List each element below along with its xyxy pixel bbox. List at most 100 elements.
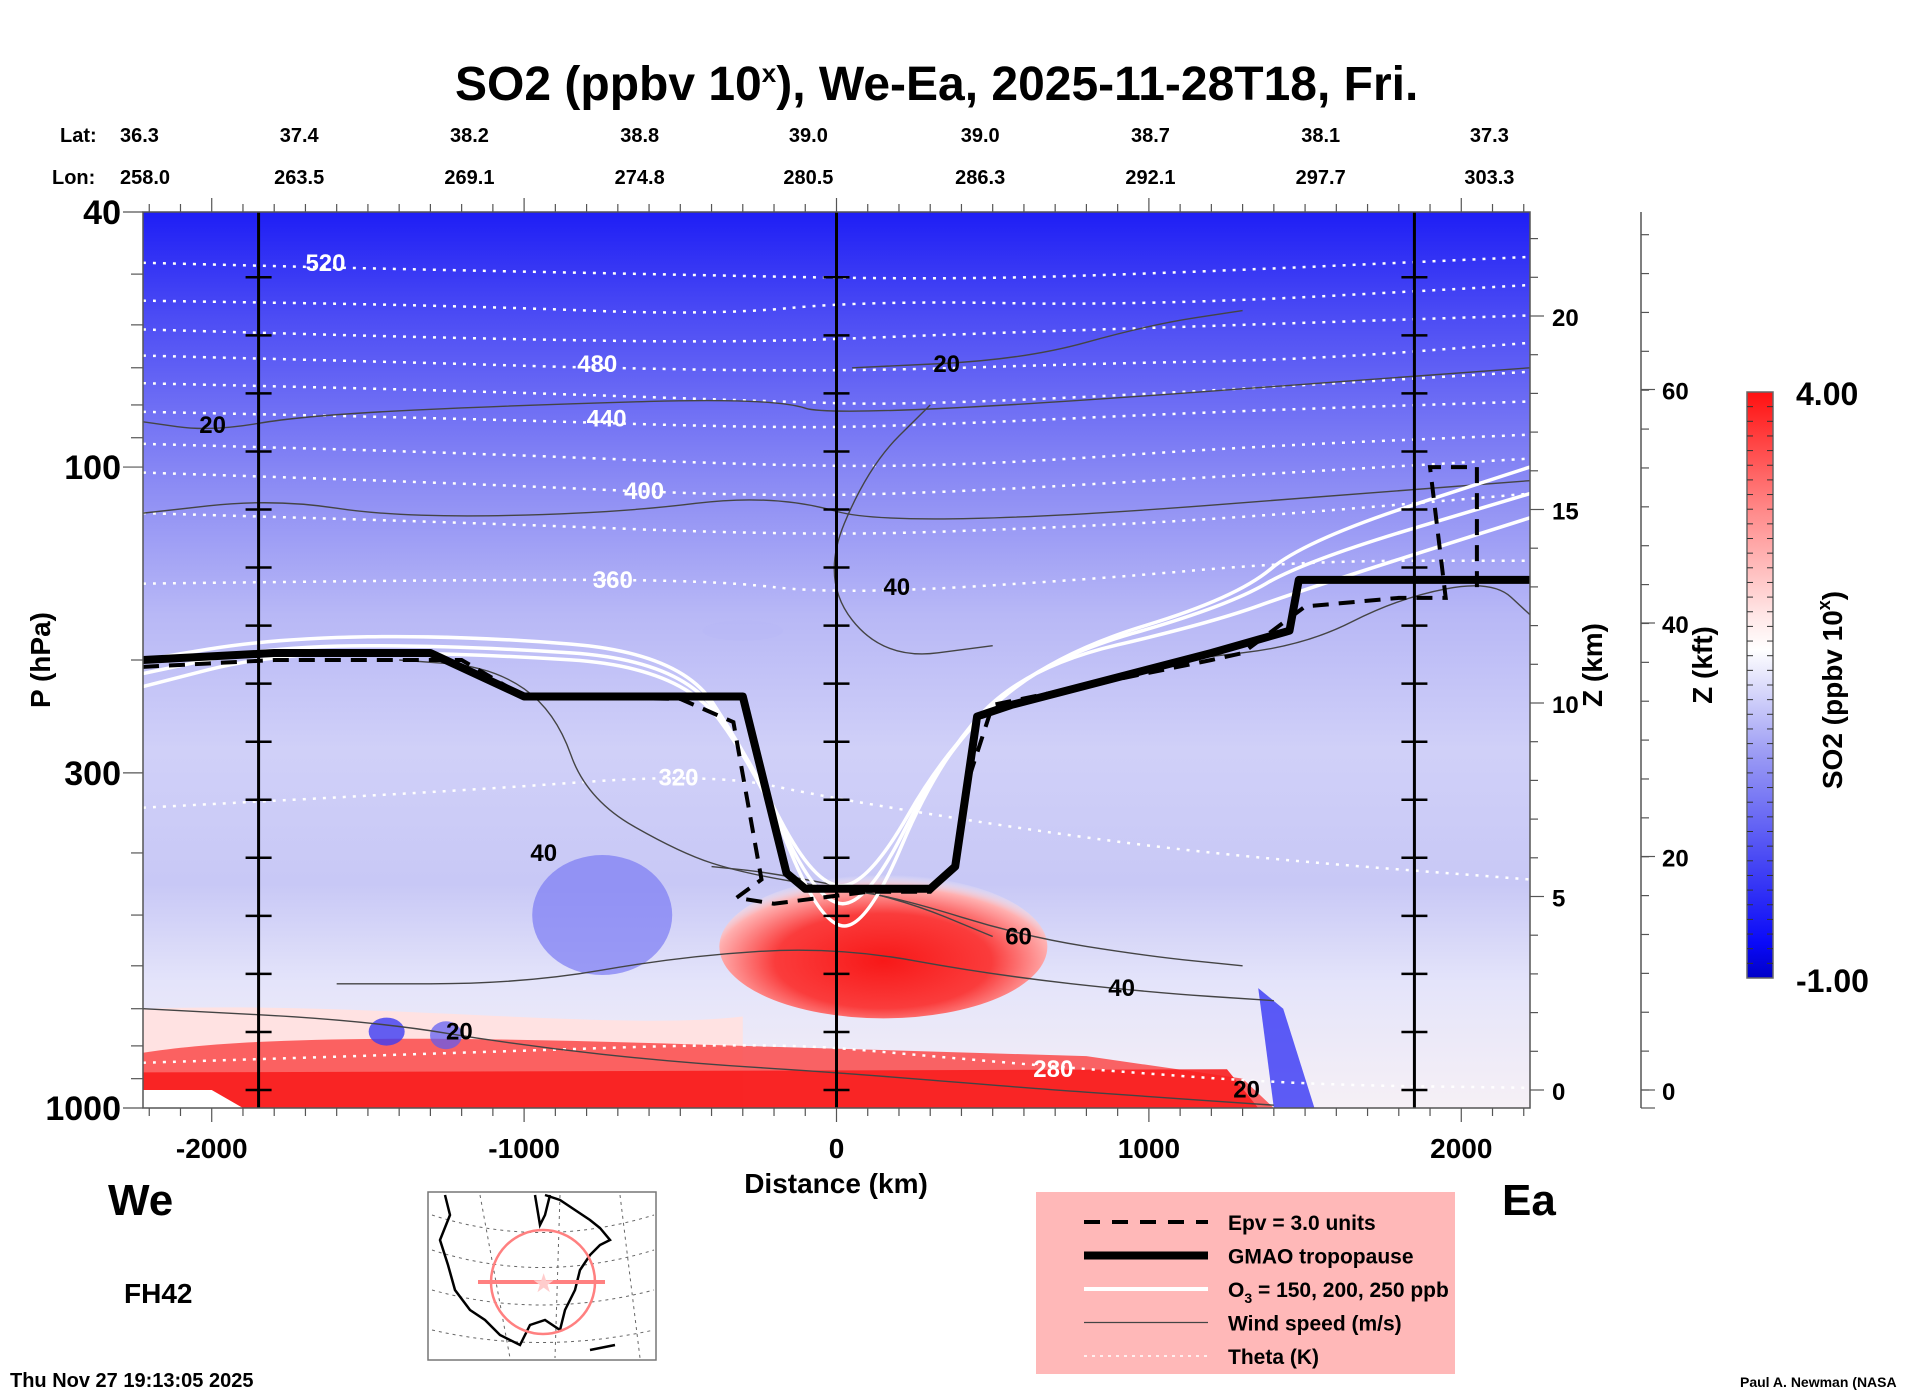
colorbar-label: SO2 (ppbv 10x) (1814, 591, 1848, 789)
theta-contour (143, 492, 1530, 535)
z-km-tick-label: 15 (1552, 499, 1579, 526)
y3-axis-label: Z (kft) (1687, 626, 1718, 704)
timestamp: Thu Nov 27 19:13:05 2025 (10, 1370, 253, 1392)
z-km-tick-label: 20 (1552, 305, 1579, 332)
wind-speed-label: 40 (1108, 975, 1135, 1002)
wind-speed-contour (143, 1008, 1274, 1106)
section-center-star-icon: ★ (532, 1268, 555, 1298)
theta-contour-label: 360 (593, 567, 633, 594)
x-tick-label: -1000 (488, 1133, 560, 1164)
wind-speed-contour (143, 479, 1530, 520)
lat-value: 38.8 (620, 125, 659, 147)
theta-contour-label: 480 (577, 351, 617, 378)
colorbar-ticks (1747, 406, 1773, 964)
lon-value: 269.1 (444, 167, 494, 189)
wind-speed-label: 20 (1233, 1076, 1260, 1103)
x-axis-label: Distance (km) (744, 1168, 928, 1199)
y-tick-label: 40 (83, 194, 121, 232)
lat-value: 37.3 (1470, 125, 1509, 147)
wind-speed-label: 40 (883, 574, 910, 601)
so2-region-surface-red (143, 1069, 1259, 1108)
z-km-tick-label: 10 (1552, 692, 1579, 719)
wind-speed-label: 20 (933, 351, 960, 378)
colorbar-min-label: -1.00 (1796, 963, 1869, 999)
y-tick-label: 1000 (45, 1090, 121, 1128)
east-label: Ea (1502, 1176, 1556, 1225)
theta-contour-label: 280 (1033, 1056, 1073, 1083)
z-km-tick-label: 0 (1552, 1079, 1565, 1106)
lon-label: Lon: (52, 167, 95, 189)
legend-label: Theta (K) (1228, 1346, 1319, 1369)
so2-region-blue-spot (368, 1017, 405, 1046)
wind-speed-label: 20 (199, 412, 226, 439)
wind-speed-contour (336, 949, 1274, 1002)
lon-value: 286.3 (955, 167, 1005, 189)
y-axis-label: P (hPa) (25, 612, 56, 708)
so2-region-surface-gap (143, 1090, 243, 1108)
legend-label: Epv = 3.0 units (1228, 1212, 1376, 1235)
wind-speed-label: 60 (1005, 923, 1032, 950)
wind-speed-contour (143, 367, 1530, 430)
theta-contour (143, 400, 1530, 429)
theta-contour (143, 370, 1530, 405)
gmao-tropopause (143, 575, 1530, 893)
theta-contour (143, 255, 1530, 280)
ozone-contour (143, 465, 1530, 888)
wind-speed-label: 20 (446, 1019, 473, 1046)
theta-contour-label: 400 (624, 478, 664, 505)
lat-value: 37.4 (280, 125, 320, 147)
x-tick-label: 0 (829, 1133, 845, 1164)
lat-value: 38.7 (1131, 125, 1170, 147)
z-kft-tick-label: 0 (1662, 1079, 1675, 1106)
x-tick-label: 2000 (1430, 1133, 1492, 1164)
theta-contour-label: 440 (587, 406, 627, 433)
wind-speed-contour (399, 659, 1243, 967)
lat-label: Lat: (60, 125, 97, 147)
legend-label: GMAO tropopause (1228, 1246, 1414, 1269)
x-axis: -2000 -1000 0 1000 2000 (148, 198, 1525, 1164)
x-tick-label: -2000 (176, 1133, 248, 1164)
forecast-hour: FH42 (124, 1278, 192, 1309)
lat-value: 36.3 (120, 125, 159, 147)
z-kft-tick-label: 20 (1662, 846, 1689, 873)
y2-axis-label: Z (km) (1577, 623, 1608, 707)
lon-value: 258.0 (120, 167, 170, 189)
theta-contour-label: 520 (305, 250, 345, 277)
y-axis-pressure: 40 100 300 1000 (45, 194, 143, 1128)
x-tick-label: 1000 (1118, 1133, 1180, 1164)
y-tick-label: 100 (64, 449, 121, 487)
so2-region-shade (702, 620, 783, 641)
west-label: We (108, 1176, 173, 1225)
theta-contour (143, 559, 1530, 593)
inset-map: ★ (427, 1191, 657, 1361)
wind-speed-contour (852, 309, 1243, 369)
chart-title: SO2 (ppbv 10x), We-Ea, 2025-11-28T18, Fr… (455, 58, 1418, 111)
y-tick-label: 300 (64, 755, 121, 793)
lon-value: 303.3 (1464, 167, 1514, 189)
lon-value: 274.8 (615, 167, 665, 189)
credit: Paul A. Newman (NASA (1740, 1374, 1897, 1390)
lat-value: 39.0 (961, 125, 1000, 147)
y-axis-z-kft: 0 20 40 60 (1640, 212, 1689, 1109)
theta-contour (143, 776, 1530, 881)
z-kft-tick-label: 60 (1662, 379, 1689, 406)
legend-label: O3 = 150, 200, 250 ppb (1228, 1279, 1449, 1306)
wind-speed-label: 40 (530, 840, 557, 867)
z-kft-tick-label: 40 (1662, 612, 1689, 639)
lon-value: 263.5 (274, 167, 324, 189)
lat-lon-row: 36.3 258.0 37.4 263.5 38.2 269.1 38.8 274.8 39.0… (120, 125, 1514, 189)
lat-value: 38.1 (1301, 125, 1340, 147)
theta-contour (143, 433, 1530, 468)
so2-region-blue-blob (532, 855, 673, 976)
z-km-tick-label: 5 (1552, 886, 1565, 913)
colorbar-max-label: 4.00 (1796, 376, 1858, 412)
lon-value: 297.7 (1296, 167, 1346, 189)
plot-area: 520 480 440 400 360 320 280 20 40 60 40 20 20 40 20 (143, 212, 1530, 1108)
y-axis-z-km: 0 5 10 15 20 (1530, 238, 1579, 1106)
so2-region-central-red-dome (719, 874, 1048, 1019)
lon-value: 280.5 (783, 167, 833, 189)
wind-speed-contour (833, 404, 993, 655)
theta-contour-label: 320 (658, 764, 698, 791)
so2-region-blue-spot (430, 1021, 463, 1050)
